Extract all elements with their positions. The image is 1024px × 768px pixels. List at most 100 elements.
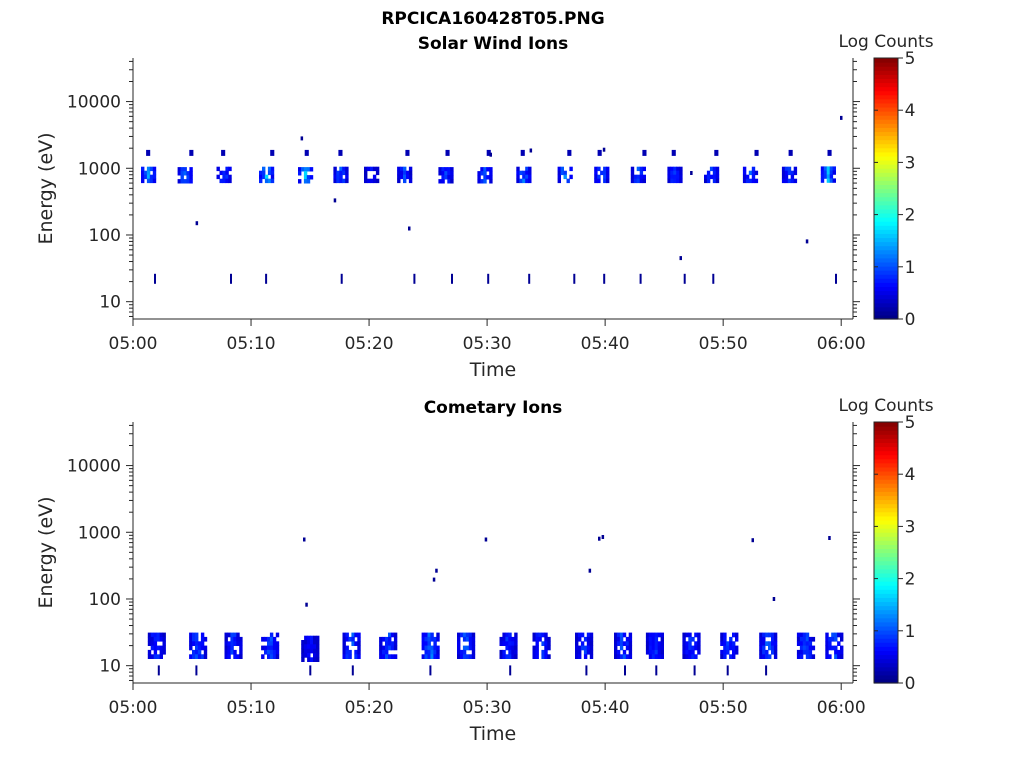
bin bbox=[162, 641, 166, 646]
bin bbox=[787, 170, 792, 176]
colorbar-segment bbox=[874, 589, 898, 594]
y-tick-label: 10 bbox=[99, 657, 121, 677]
bin bbox=[427, 654, 431, 659]
bin bbox=[589, 641, 594, 646]
bin bbox=[156, 636, 160, 642]
bin bbox=[544, 649, 548, 655]
bin bbox=[233, 636, 237, 642]
bin bbox=[149, 174, 154, 180]
bin bbox=[544, 645, 548, 651]
bin bbox=[762, 654, 766, 659]
bin bbox=[364, 170, 368, 176]
bin bbox=[723, 654, 727, 659]
bin bbox=[825, 654, 829, 659]
bin bbox=[304, 635, 308, 641]
bin bbox=[660, 641, 664, 646]
bin bbox=[408, 178, 413, 184]
bin bbox=[597, 149, 602, 156]
bin bbox=[468, 645, 473, 651]
bin bbox=[408, 174, 413, 180]
bin bbox=[589, 645, 594, 651]
bin bbox=[673, 178, 677, 184]
bin bbox=[697, 649, 701, 655]
bin bbox=[159, 654, 163, 659]
bin bbox=[826, 174, 831, 179]
bin bbox=[586, 636, 591, 642]
bin bbox=[150, 645, 155, 651]
bin bbox=[682, 649, 686, 655]
y-tick-label: 1000 bbox=[78, 159, 121, 179]
bin bbox=[192, 641, 196, 646]
bin bbox=[147, 654, 152, 659]
bin bbox=[486, 167, 490, 172]
bin bbox=[828, 645, 832, 651]
bin bbox=[298, 167, 302, 172]
colorbar-segment bbox=[874, 576, 898, 582]
bin bbox=[748, 170, 753, 176]
bin bbox=[729, 641, 733, 646]
dot-10 bbox=[690, 171, 693, 175]
bin bbox=[306, 179, 311, 184]
colorbar-segment bbox=[874, 212, 898, 218]
x-tick-label: 05:10 bbox=[227, 334, 276, 354]
bin bbox=[441, 167, 445, 172]
figure-title: RPCICA160428T05.PNG bbox=[381, 9, 604, 29]
bin bbox=[408, 170, 413, 176]
bin bbox=[385, 641, 389, 646]
colorbar-segment bbox=[874, 290, 898, 296]
bin bbox=[239, 645, 243, 651]
colorbar-segment bbox=[874, 426, 898, 431]
bin bbox=[195, 636, 199, 642]
bin bbox=[203, 649, 208, 655]
bin bbox=[547, 654, 551, 659]
bin bbox=[723, 636, 727, 642]
bin bbox=[465, 632, 470, 638]
bin bbox=[261, 654, 265, 659]
bin bbox=[511, 654, 515, 659]
y-tick-label: 10000 bbox=[67, 93, 121, 113]
bin bbox=[372, 178, 377, 184]
bin bbox=[781, 178, 786, 184]
bin bbox=[628, 645, 633, 651]
bin bbox=[306, 175, 311, 180]
bin bbox=[375, 166, 380, 172]
bin bbox=[460, 632, 464, 638]
bin bbox=[773, 645, 778, 651]
bin bbox=[236, 636, 240, 642]
bin bbox=[342, 178, 346, 184]
y-tick-label: 1000 bbox=[78, 523, 121, 543]
bin bbox=[375, 178, 380, 184]
bin bbox=[742, 178, 747, 184]
bin bbox=[832, 170, 836, 175]
bin bbox=[706, 174, 711, 180]
x-tick-label: 05:30 bbox=[463, 334, 512, 354]
bin bbox=[589, 649, 594, 655]
bin bbox=[573, 273, 576, 284]
bin bbox=[471, 641, 476, 646]
bin bbox=[441, 175, 445, 180]
bin bbox=[195, 641, 199, 646]
bin bbox=[307, 653, 311, 658]
bin bbox=[829, 170, 834, 175]
bin bbox=[153, 649, 158, 655]
bin bbox=[825, 636, 829, 642]
bin bbox=[768, 645, 772, 651]
bin bbox=[654, 654, 659, 659]
bin bbox=[630, 174, 635, 180]
colorbar-segment bbox=[874, 261, 898, 267]
bin bbox=[799, 641, 804, 646]
bin bbox=[152, 170, 157, 176]
colorbar-tick-label: 1 bbox=[905, 622, 916, 642]
colorbar-segment bbox=[874, 462, 898, 468]
colorbar-segment bbox=[874, 119, 898, 124]
bin bbox=[189, 171, 193, 176]
bin bbox=[742, 174, 747, 180]
colorbar-segment bbox=[874, 237, 898, 243]
bin bbox=[538, 632, 542, 638]
bin bbox=[619, 641, 624, 646]
burst-12 bbox=[614, 632, 633, 676]
bin bbox=[159, 645, 163, 651]
bin bbox=[304, 648, 308, 654]
bin bbox=[180, 171, 184, 176]
bin bbox=[826, 166, 831, 171]
